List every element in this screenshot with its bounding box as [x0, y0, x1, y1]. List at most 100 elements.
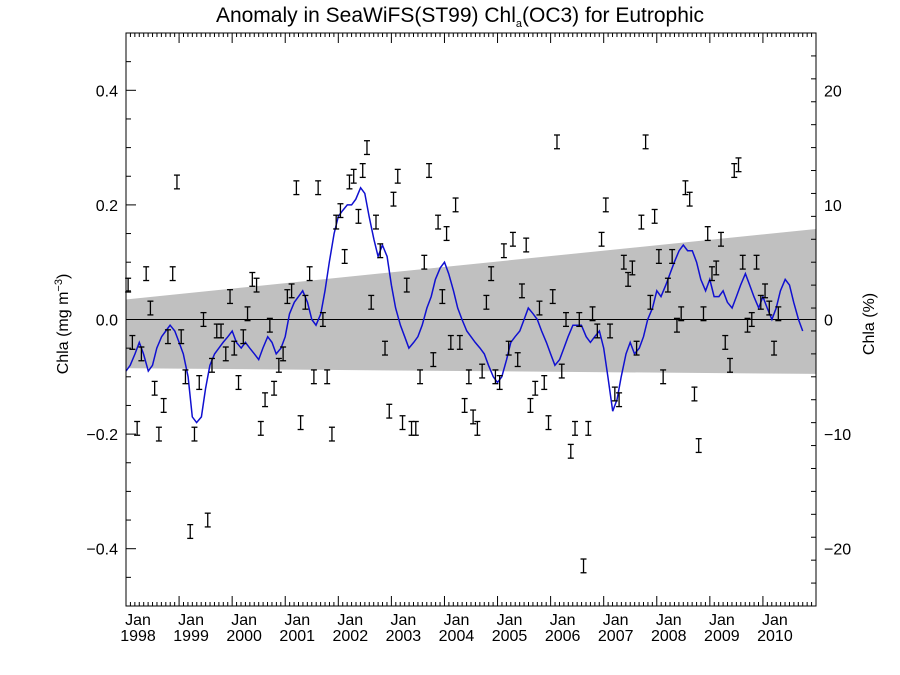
error-bar: [739, 254, 746, 270]
error-bar: [673, 317, 680, 333]
error-bar: [474, 420, 481, 436]
error-bar: [470, 409, 477, 425]
error-bar: [319, 311, 326, 328]
error-bar: [647, 294, 654, 310]
error-bar: [288, 283, 295, 299]
error-bar: [182, 369, 189, 385]
x-tick-label-month: Jan: [603, 612, 629, 629]
error-bar: [722, 334, 729, 350]
error-bar: [147, 300, 154, 316]
error-bar: [359, 162, 366, 179]
error-bar: [762, 283, 769, 299]
x-tick-label-month: Jan: [497, 612, 523, 629]
error-bar: [625, 271, 632, 287]
error-bar: [403, 277, 410, 293]
y-tick-label-left: −0.4: [86, 542, 118, 559]
x-tick-label-month: Jan: [550, 612, 576, 629]
error-bar: [691, 386, 698, 402]
x-tick-label-month: Jan: [656, 612, 682, 629]
x-tick-label-month: Jan: [125, 612, 151, 629]
y-tick-label-left: −0.2: [86, 427, 118, 444]
error-bar: [187, 523, 194, 540]
error-bar: [355, 208, 362, 224]
error-bar: [173, 174, 180, 190]
x-tick-label-year: 2008: [651, 628, 687, 645]
error-bar: [155, 426, 162, 442]
error-bar: [337, 203, 344, 219]
error-bar: [461, 397, 468, 413]
error-bar: [708, 266, 715, 282]
error-bar: [669, 248, 676, 264]
error-bar: [748, 311, 755, 328]
error-bar: [417, 369, 424, 385]
error-bar: [589, 306, 596, 322]
error-bar: [602, 197, 609, 213]
error-bar: [430, 352, 437, 368]
error-bar: [443, 226, 450, 242]
error-bar: [660, 369, 667, 385]
error-bar: [386, 403, 393, 419]
error-bar: [227, 289, 234, 305]
error-bar: [363, 140, 370, 156]
error-bar: [545, 415, 552, 431]
x-tick-label-year: 2002: [333, 628, 369, 645]
error-bar: [222, 346, 229, 362]
error-bar: [585, 420, 592, 436]
error-bar: [713, 260, 720, 276]
error-bar: [576, 311, 583, 328]
smooth-series-line: [125, 186, 804, 424]
error-bar: [293, 180, 300, 196]
error-bar: [651, 208, 658, 224]
error-bar: [191, 426, 198, 442]
error-bar: [682, 180, 689, 196]
x-tick-label-month: Jan: [762, 612, 788, 629]
error-bar: [465, 369, 472, 385]
error-bar: [262, 392, 269, 408]
error-bar: [284, 289, 291, 305]
error-bar: [753, 254, 760, 270]
error-bar: [594, 323, 601, 339]
error-bar: [735, 157, 742, 173]
error-bar: [757, 294, 764, 310]
error-bar: [655, 248, 662, 264]
x-tick-label-month: Jan: [709, 612, 735, 629]
error-bar: [500, 243, 507, 259]
error-bar: [492, 369, 499, 385]
error-bar: [678, 306, 685, 322]
error-bar: [744, 317, 751, 333]
error-bar: [394, 168, 401, 184]
y-tick-label-right: 20: [824, 83, 842, 100]
x-tick-label-year: 1998: [120, 628, 156, 645]
error-bar: [368, 294, 375, 310]
error-bar: [483, 294, 490, 310]
error-bar: [664, 277, 671, 293]
error-bar: [456, 334, 463, 350]
error-bar: [134, 420, 141, 436]
error-bar: [341, 248, 348, 264]
error-bar: [200, 311, 207, 328]
error-bar: [412, 420, 419, 436]
error-bar: [607, 323, 614, 339]
error-bar: [257, 420, 264, 436]
error-bar: [439, 289, 446, 305]
error-bar: [275, 357, 282, 373]
error-bar: [505, 340, 512, 356]
x-tick-label-month: Jan: [337, 612, 363, 629]
error-bar: [271, 380, 278, 396]
error-bar: [306, 266, 313, 282]
error-bar: [218, 323, 225, 339]
error-bar: [553, 134, 560, 150]
error-bar: [766, 300, 773, 316]
error-bar: [372, 214, 379, 230]
error-bar: [563, 311, 570, 328]
x-tick-label-year: 2010: [757, 628, 793, 645]
error-bar: [620, 254, 627, 270]
error-bar: [328, 426, 335, 442]
y-tick-label-left: 0.4: [96, 83, 118, 100]
error-bar: [421, 254, 428, 270]
error-bar: [523, 237, 530, 253]
error-bar: [572, 420, 579, 436]
error-bar: [426, 162, 433, 179]
error-bar: [138, 346, 145, 362]
